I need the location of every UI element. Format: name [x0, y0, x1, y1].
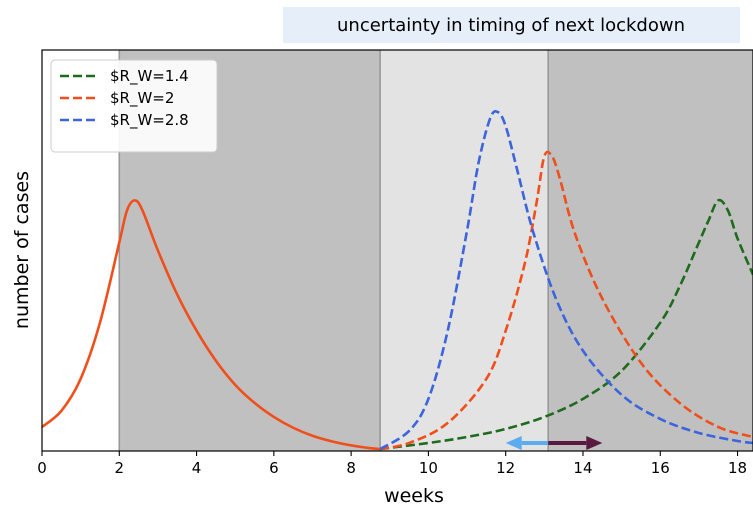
x-tick-label: 8	[346, 459, 356, 477]
annotation-text: uncertainty in timing of next lockdown	[337, 15, 685, 36]
series-line-1	[379, 198, 753, 451]
series-line-3	[379, 109, 753, 451]
x-tick-label: 12	[496, 459, 515, 477]
x-tick-label: 2	[115, 459, 125, 477]
legend: $R_W=1.4 $R_W=2 $R_W=2.8	[50, 59, 218, 153]
x-axis-label: weeks	[384, 485, 444, 507]
legend-label-1: $R_W=1.4	[110, 67, 189, 86]
legend-box	[50, 59, 218, 153]
x-tick-label: 10	[419, 459, 438, 477]
series-layer	[42, 109, 753, 451]
x-axis-ticks: 0 2 4 6 8 10 12 14 16 18	[37, 451, 747, 477]
x-tick-label: 18	[728, 459, 747, 477]
annotation-box	[283, 7, 740, 43]
x-tick-label: 6	[269, 459, 279, 477]
x-tick-label: 14	[573, 459, 592, 477]
plot-frame	[41, 49, 753, 452]
arrow-head-1	[586, 435, 603, 450]
shaded-region-2	[548, 50, 753, 451]
x-tick-label: 16	[651, 459, 670, 477]
legend-label-2: $R_W=2	[110, 89, 174, 108]
series-line-2	[379, 150, 753, 451]
series-line-0	[42, 199, 381, 451]
timing-arrows	[505, 435, 603, 450]
y-axis-label: number of cases	[11, 171, 33, 329]
legend-label-3: $R_W=2.8	[110, 111, 189, 130]
x-tick-label: 4	[192, 459, 202, 477]
x-tick-label: 0	[37, 459, 47, 477]
arrow-head-0	[505, 435, 522, 450]
